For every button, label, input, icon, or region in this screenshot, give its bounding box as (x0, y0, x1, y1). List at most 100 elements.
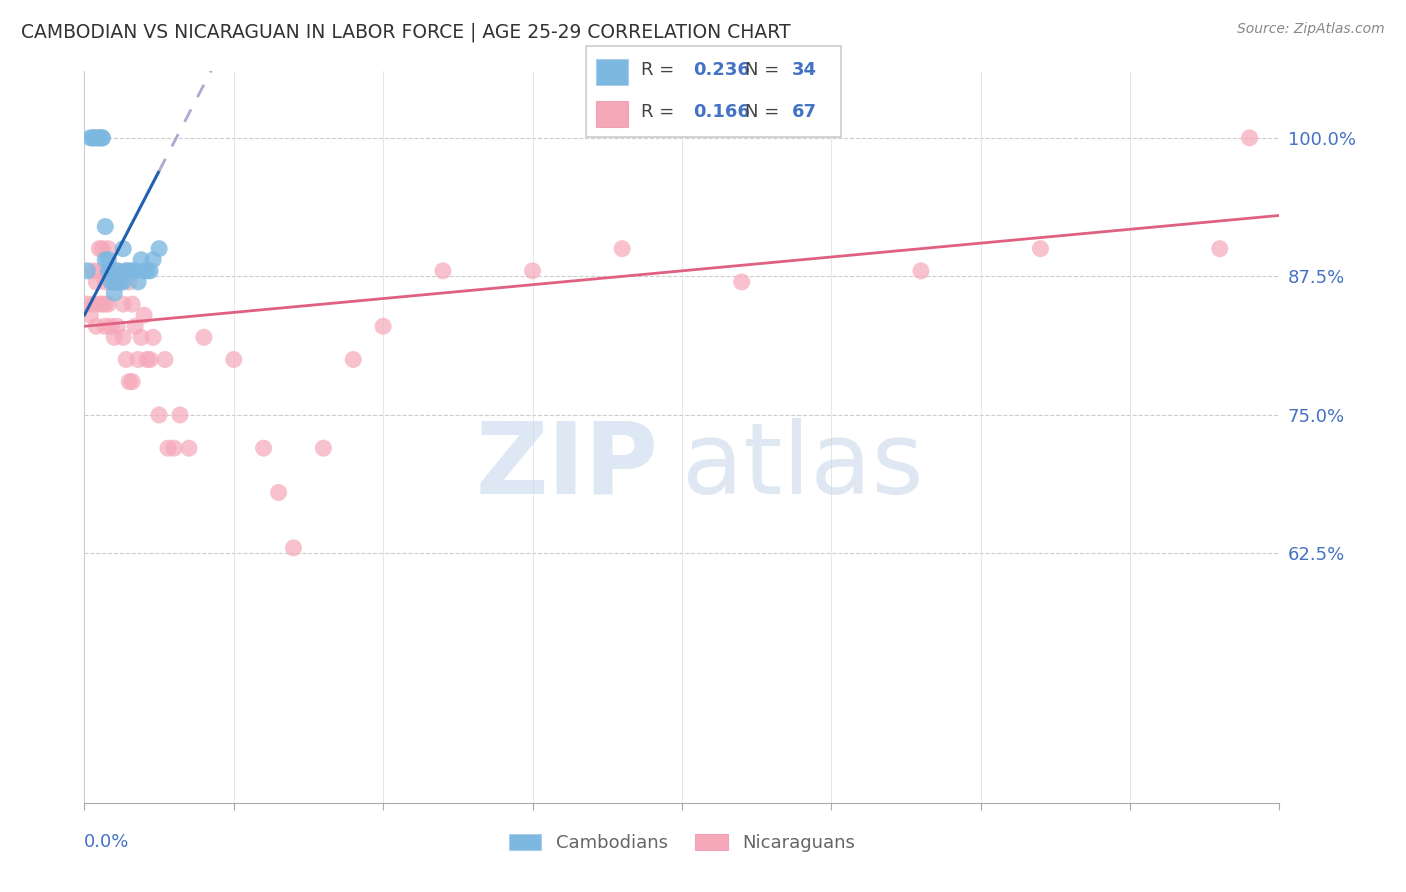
Point (1209, 242, 1232, 256)
Point (118, 275, 141, 289)
Point (132, 308, 156, 322)
Point (112, 297, 135, 311)
Point (139, 264, 162, 278)
Point (86, 319, 108, 334)
Point (97, 242, 120, 256)
Point (142, 330, 165, 344)
Point (100, 275, 122, 289)
Text: 34: 34 (792, 61, 817, 78)
Point (136, 264, 159, 278)
Point (312, 441, 335, 455)
Point (94, 297, 117, 311)
Point (142, 252, 165, 267)
Point (82, 131, 104, 145)
Point (112, 242, 135, 256)
Point (177, 441, 200, 455)
Point (91, 131, 114, 145)
Text: Source: ZipAtlas.com: Source: ZipAtlas.com (1237, 22, 1385, 37)
Point (91, 297, 114, 311)
Text: R =: R = (641, 103, 673, 121)
Point (124, 264, 146, 278)
Point (105, 319, 128, 334)
Point (121, 375, 143, 389)
Point (97, 264, 120, 278)
Point (373, 319, 395, 334)
Point (124, 319, 146, 334)
Point (283, 541, 305, 555)
Point (129, 252, 152, 267)
Point (342, 352, 364, 367)
Point (79, 308, 101, 322)
Point (100, 319, 122, 334)
Point (82, 131, 104, 145)
Point (169, 408, 191, 422)
Point (94, 219, 117, 234)
Point (118, 375, 141, 389)
Point (105, 275, 128, 289)
Text: atlas: atlas (682, 417, 924, 515)
FancyBboxPatch shape (596, 101, 627, 127)
Point (110, 275, 132, 289)
Point (153, 352, 176, 367)
Point (76, 264, 98, 278)
Point (103, 275, 125, 289)
Point (89, 131, 111, 145)
Point (89, 264, 111, 278)
Point (94, 319, 117, 334)
Point (110, 275, 132, 289)
Point (103, 264, 125, 278)
Point (79, 131, 101, 145)
Point (132, 264, 156, 278)
Point (89, 131, 111, 145)
Text: 0.0%: 0.0% (84, 833, 129, 851)
Point (115, 264, 138, 278)
Point (91, 242, 114, 256)
Text: 0.166: 0.166 (693, 103, 749, 121)
Point (163, 441, 186, 455)
Point (82, 264, 104, 278)
Point (148, 242, 170, 256)
Text: ZIP: ZIP (475, 417, 658, 515)
Point (94, 252, 117, 267)
Point (115, 264, 138, 278)
FancyBboxPatch shape (586, 45, 841, 137)
Point (94, 275, 117, 289)
Point (112, 275, 135, 289)
Point (522, 264, 544, 278)
Point (100, 264, 122, 278)
Legend: Cambodians, Nicaraguans: Cambodians, Nicaraguans (502, 827, 862, 860)
Point (86, 275, 108, 289)
Point (127, 275, 149, 289)
Point (82, 297, 104, 311)
Point (222, 352, 245, 367)
Point (86, 131, 108, 145)
Text: N =: N = (745, 103, 779, 121)
Text: N =: N = (745, 61, 779, 78)
Point (76, 297, 98, 311)
Point (89, 242, 111, 256)
Point (121, 297, 143, 311)
Point (432, 264, 454, 278)
Point (103, 285, 125, 300)
Point (267, 485, 290, 500)
Point (100, 275, 122, 289)
Point (105, 264, 128, 278)
Point (118, 264, 141, 278)
Point (253, 441, 276, 455)
Point (731, 275, 754, 289)
Point (91, 131, 114, 145)
Point (139, 352, 162, 367)
Point (129, 330, 152, 344)
Text: R =: R = (641, 61, 673, 78)
Text: 0.236: 0.236 (693, 61, 749, 78)
Point (1029, 242, 1052, 256)
Point (193, 330, 215, 344)
Point (105, 264, 128, 278)
Point (97, 264, 120, 278)
Point (97, 297, 120, 311)
Point (612, 242, 634, 256)
FancyBboxPatch shape (596, 59, 627, 85)
Point (103, 275, 125, 289)
Point (1239, 131, 1261, 145)
Point (910, 264, 932, 278)
